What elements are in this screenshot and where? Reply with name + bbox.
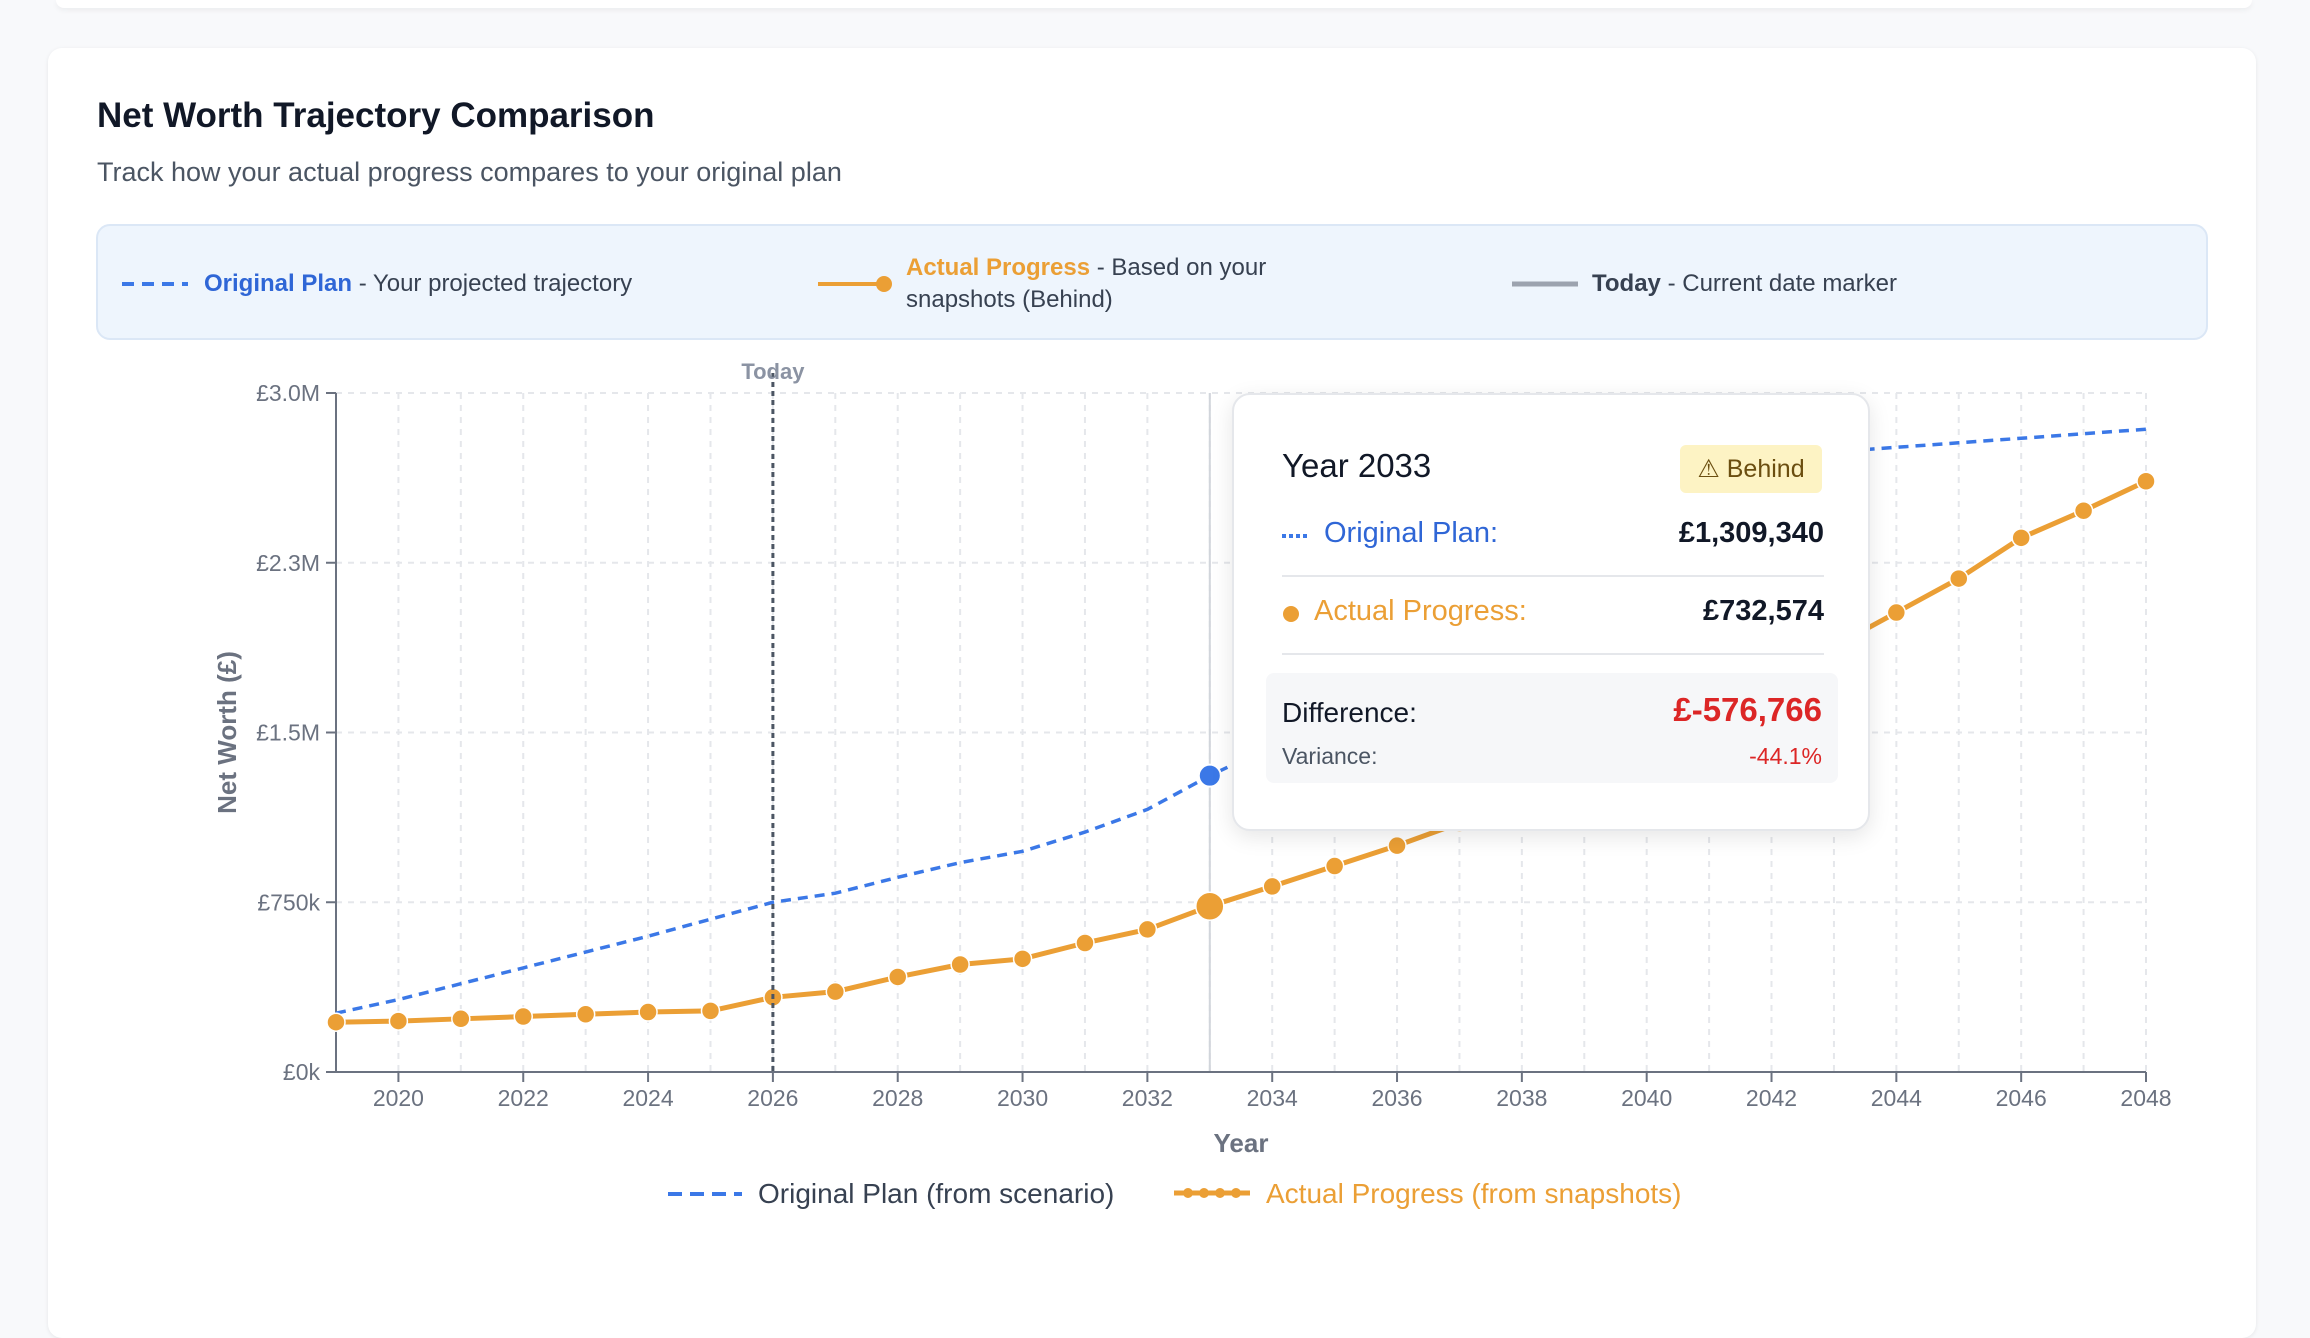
tooltip-actual-row: Actual Progress: £732,574 [1282,577,1824,655]
x-tick-label: 2032 [1122,1085,1173,1111]
y-tick-label: £3.0M [256,380,320,406]
actual-data-point [1387,835,1407,856]
dotted-line-icon [1282,534,1308,538]
page-subtitle: Track how your actual progress compares … [97,157,842,187]
tooltip-plan-label: Original Plan: [1324,517,1499,549]
difference-value: £-576,766 [1673,691,1822,728]
tooltip-plan-row: Original Plan: £1,309,340 [1282,499,1824,577]
difference-label: Difference: [1282,697,1417,728]
orange-dot-icon [1283,606,1299,622]
actual-data-point [451,1009,471,1029]
legend-actual-label: Actual Progress [906,254,1091,281]
actual-data-point [1075,933,1095,953]
actual-data-point [2073,500,2094,521]
y-axis-label: Net Worth (£) [212,651,242,814]
page-title: Net Worth Trajectory Comparison [97,96,655,135]
x-tick-label: 2022 [498,1085,549,1111]
x-tick-label: 2024 [622,1085,673,1111]
dashed-line-swatch [122,282,188,286]
x-tick-label: 2026 [747,1085,798,1111]
behind-badge: ⚠ Behind [1680,445,1822,493]
actual-data-point [700,1001,721,1021]
x-tick-label: 2034 [1247,1085,1298,1111]
actual-data-point [1886,602,1907,623]
legend-info-panel: Original Plan - Your projected trajector… [96,224,2208,340]
actual-data-point [1324,856,1345,876]
actual-data-point [388,1011,409,1031]
x-tick-label: 2020 [373,1085,424,1111]
legend-actual-desc2: snapshots (Behind) [906,286,1113,313]
actual-data-point [1195,891,1225,921]
actual-data-point [2136,471,2156,492]
tooltip-actual-label: Actual Progress: [1314,595,1527,627]
y-tick-label: £750k [257,889,320,915]
bottom-legend-actual-swatch [1174,1188,1250,1198]
legend-actual-desc: - Based on your [1096,254,1267,281]
legend-plan-desc: - Your projected trajectory [358,270,633,297]
x-tick-label: 2038 [1496,1085,1547,1111]
x-tick-label: 2040 [1621,1085,1672,1111]
x-tick-label: 2030 [997,1085,1048,1111]
bottom-legend-actual[interactable]: Actual Progress (from snapshots) [1266,1178,1682,1209]
today-marker-label: Today [741,359,805,384]
today-line-swatch [1512,281,1578,287]
legend-plan: Original Plan - Your projected trajector… [204,268,632,300]
y-tick-label: £0k [283,1059,321,1085]
x-tick-label: 2042 [1746,1085,1797,1111]
markers: Today [741,359,805,1072]
legend-today: Today - Current date marker [1592,268,1897,300]
actual-data-point [887,967,908,987]
actual-data-point [1012,949,1033,969]
x-tick-label: 2028 [872,1085,923,1111]
bottom-legend-plan[interactable]: Original Plan (from scenario) [758,1178,1115,1209]
solid-line-dot-swatch [818,276,892,292]
legend-today-desc: - Current date marker [1667,270,1897,297]
variance-value: -44.1% [1749,743,1822,769]
axes: £0k £750k £1.5M £2.3M £3.0M 2020 2022 2024 2026 2… [212,380,2172,1158]
x-axis-label: Year [1214,1128,1269,1158]
x-tick-label: 2048 [2120,1085,2171,1111]
tooltip-actual-value: £732,574 [1703,595,1824,627]
actual-data-point [825,981,846,1002]
legend-plan-label: Original Plan [204,270,353,297]
tooltip-difference-box: Difference: £-576,766 Variance: -44.1% [1266,673,1838,783]
actual-data-point [326,1012,346,1032]
actual-data-point [1949,568,1969,589]
plan-hover-point [1197,763,1222,788]
x-tick-label: 2044 [1871,1085,1922,1111]
legend-today-label: Today [1592,270,1661,297]
variance-label: Variance: [1282,743,1378,769]
actual-data-point [950,954,970,975]
tooltip-year: Year 2033 [1282,447,1432,484]
actual-data-point [2011,528,2031,548]
legend-actual: Actual Progress - Based on your snapshot… [906,252,1326,316]
hover-tooltip: Year 2033 ⚠ Behind Original Plan: £1,309… [1232,393,1870,831]
y-tick-label: £1.5M [256,720,320,746]
actual-data-point [513,1006,533,1027]
tooltip-plan-value: £1,309,340 [1678,517,1824,549]
actual-data-point [1137,919,1158,940]
x-tick-label: 2036 [1371,1085,1422,1111]
y-tick-label: £2.3M [256,550,320,576]
top-card-edge [56,0,2252,8]
actual-data-point [575,1004,596,1025]
actual-data-point [638,1002,658,1022]
x-tick-label: 2046 [1996,1085,2047,1111]
actual-data-point [1262,876,1282,897]
bottom-legend-plan-swatch [668,1192,742,1196]
